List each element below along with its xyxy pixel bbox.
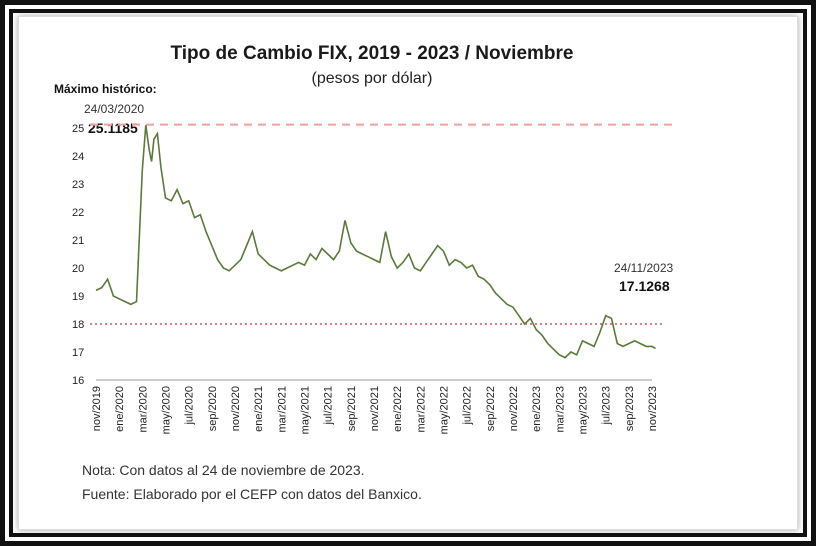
x-tick-label: mar/2021 [276,386,288,432]
max-historic-value: 25.1185 [88,120,138,136]
y-tick-label: 16 [72,375,84,387]
x-tick-label: may/2020 [161,386,173,434]
x-tick-label: ene/2022 [392,386,404,432]
x-tick-label: nov/2021 [369,386,381,431]
x-axis-ticks: nov/2019 ene/2020 mar/2020 may/2020 jul/2020… [91,386,659,434]
x-tick-label: sep/2023 [624,386,636,431]
x-tick-label: ene/2021 [253,386,265,432]
x-tick-label: jul/2022 [462,386,474,426]
x-tick-label: mar/2023 [554,386,566,432]
series-line-tipo-de-cambio [95,125,656,359]
x-tick-label: may/2023 [578,386,590,434]
x-tick-label: nov/2020 [230,386,242,431]
x-tick-label: sep/2020 [207,386,219,431]
x-tick-label: jul/2020 [184,386,196,426]
max-historic-date: 24/03/2020 [84,102,144,116]
x-tick-label: jul/2023 [601,386,613,426]
x-tick-label: ene/2020 [114,386,126,432]
y-tick-label: 17 [72,347,84,359]
y-tick-label: 19 [72,291,84,303]
reference-lines [90,123,678,325]
x-tick-label: nov/2023 [647,386,659,431]
source-text: Fuente: Elaborado por el CEFP con datos … [82,486,422,502]
y-tick-label: 18 [72,319,84,331]
x-tick-label: may/2022 [439,386,451,434]
x-tick-label: nov/2022 [508,386,520,431]
chart-panel [18,16,798,530]
y-tick-label: 23 [72,179,84,191]
x-tick-label: mar/2020 [137,386,149,432]
x-tick-label: jul/2021 [323,386,335,426]
y-tick-label: 24 [72,151,84,163]
chart-title: Tipo de Cambio FIX, 2019 - 2023 / Noviem… [170,43,573,64]
y-tick-label: 22 [72,207,84,219]
max-historic-label: Máximo histórico: [54,82,157,96]
x-tick-label: ene/2023 [531,386,543,432]
x-tick-label: sep/2021 [346,386,358,431]
last-value-date: 24/11/2023 [614,261,673,275]
note-text: Nota: Con datos al 24 de noviembre de 20… [82,462,365,478]
chart-subtitle: (pesos por dólar) [312,70,433,87]
x-tick-label: sep/2022 [485,386,497,431]
y-tick-label: 21 [72,235,84,247]
last-value: 17.1268 [619,278,670,294]
y-tick-label: 20 [72,263,84,275]
y-axis-ticks: 16 17 18 19 20 21 22 23 24 25 [72,123,84,387]
x-tick-label: may/2021 [300,386,312,434]
x-tick-label: mar/2022 [415,386,427,432]
y-tick-label: 25 [72,123,84,135]
x-tick-label: nov/2019 [91,386,103,431]
